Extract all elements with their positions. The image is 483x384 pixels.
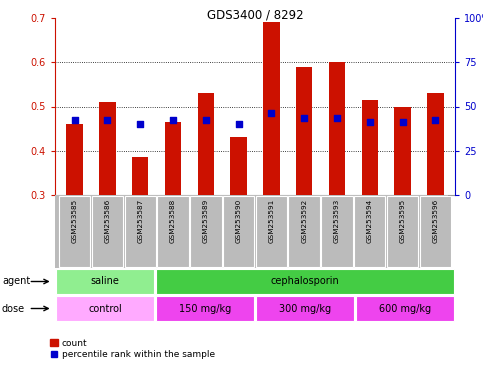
Bar bbox=[256, 196, 287, 267]
Text: GSM253592: GSM253592 bbox=[301, 199, 307, 243]
Text: GSM253593: GSM253593 bbox=[334, 199, 340, 243]
Bar bbox=[288, 196, 320, 267]
Text: GDS3400 / 8292: GDS3400 / 8292 bbox=[207, 8, 303, 21]
Point bbox=[235, 121, 242, 127]
Bar bbox=[256, 296, 355, 321]
Text: GSM253595: GSM253595 bbox=[399, 199, 406, 243]
Bar bbox=[165, 122, 181, 195]
Point bbox=[398, 119, 406, 125]
Point bbox=[202, 117, 210, 123]
Text: GSM253594: GSM253594 bbox=[367, 199, 373, 243]
Bar bbox=[156, 296, 255, 321]
Text: dose: dose bbox=[2, 303, 25, 313]
Legend: count, percentile rank within the sample: count, percentile rank within the sample bbox=[50, 339, 215, 359]
Text: 300 mg/kg: 300 mg/kg bbox=[279, 303, 331, 313]
Bar bbox=[387, 196, 418, 267]
Bar bbox=[420, 196, 451, 267]
Point bbox=[431, 117, 439, 123]
Point bbox=[169, 117, 177, 123]
Bar bbox=[329, 62, 345, 195]
Bar bbox=[92, 196, 123, 267]
Bar bbox=[427, 93, 443, 195]
Bar bbox=[56, 269, 155, 294]
Text: agent: agent bbox=[2, 276, 30, 286]
Bar bbox=[354, 196, 385, 267]
Point bbox=[333, 114, 341, 121]
Bar bbox=[362, 100, 378, 195]
Point bbox=[268, 110, 275, 116]
Bar bbox=[67, 124, 83, 195]
Point bbox=[136, 121, 144, 127]
Text: 600 mg/kg: 600 mg/kg bbox=[379, 303, 431, 313]
Bar bbox=[230, 137, 247, 195]
Text: GSM253587: GSM253587 bbox=[137, 199, 143, 243]
Bar bbox=[321, 196, 353, 267]
Bar bbox=[394, 106, 411, 195]
Point bbox=[103, 117, 111, 123]
Point bbox=[300, 114, 308, 121]
Bar bbox=[99, 102, 115, 195]
Text: GSM253596: GSM253596 bbox=[432, 199, 439, 243]
Point bbox=[366, 119, 374, 125]
Text: GSM253590: GSM253590 bbox=[236, 199, 242, 243]
Text: saline: saline bbox=[91, 276, 119, 286]
Bar bbox=[355, 296, 455, 321]
Text: GSM253591: GSM253591 bbox=[269, 199, 274, 243]
Bar bbox=[125, 196, 156, 267]
Bar bbox=[59, 196, 90, 267]
Bar bbox=[223, 196, 255, 267]
Text: cephalosporin: cephalosporin bbox=[270, 276, 340, 286]
Bar bbox=[157, 196, 189, 267]
Text: GSM253588: GSM253588 bbox=[170, 199, 176, 243]
Point bbox=[71, 117, 79, 123]
Bar bbox=[190, 196, 222, 267]
Bar bbox=[132, 157, 148, 195]
Bar bbox=[156, 269, 455, 294]
Text: GSM253589: GSM253589 bbox=[203, 199, 209, 243]
Bar bbox=[198, 93, 214, 195]
Text: control: control bbox=[88, 303, 122, 313]
Text: GSM253586: GSM253586 bbox=[104, 199, 111, 243]
Bar bbox=[56, 296, 155, 321]
Bar bbox=[263, 22, 280, 195]
Text: GSM253585: GSM253585 bbox=[71, 199, 78, 243]
Bar bbox=[296, 67, 313, 195]
Text: 150 mg/kg: 150 mg/kg bbox=[179, 303, 231, 313]
